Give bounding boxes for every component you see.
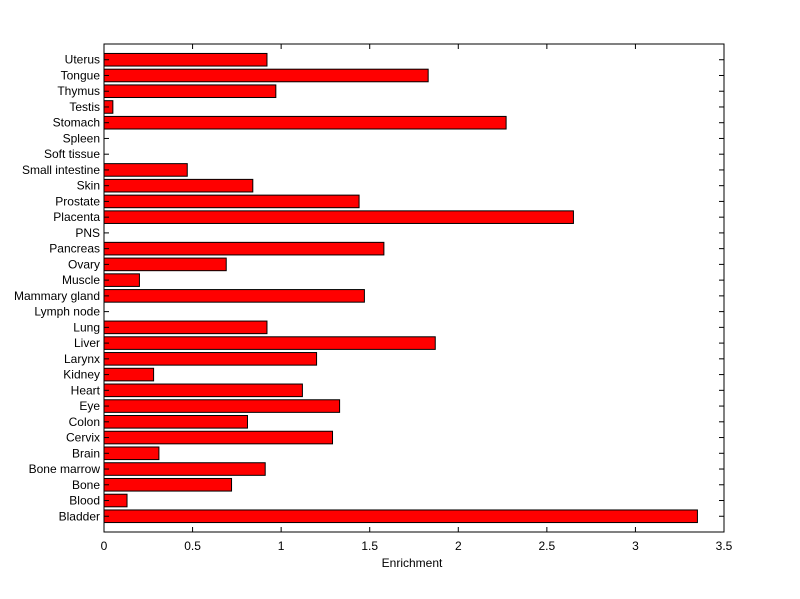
- bar-stomach: [103, 115, 507, 130]
- y-tick-label: Pancreas: [49, 242, 100, 256]
- bar-cervix: [103, 430, 334, 445]
- y-tick-label: Bone: [72, 478, 100, 492]
- plot-area: [103, 43, 725, 533]
- y-tick-label: Placenta: [53, 210, 100, 224]
- y-tick-label: Soft tissue: [44, 147, 100, 161]
- x-tick-label: 3.5: [716, 539, 733, 553]
- x-tick-label: 2.5: [539, 539, 556, 553]
- bar-mammary-gland: [103, 289, 365, 303]
- bar-heart: [103, 383, 303, 398]
- bar-placenta: [103, 210, 574, 224]
- bar-lung: [103, 320, 268, 335]
- bar-bone: [103, 477, 233, 492]
- x-axis: 0 0.5 1 1.5 2 2.5 3 3.5: [101, 44, 733, 553]
- y-tick-label: Small intestine: [22, 163, 100, 177]
- bar-colon: [103, 415, 248, 429]
- y-tick-label: Ovary: [68, 257, 100, 271]
- y-tick-label: Prostate: [55, 194, 100, 208]
- bars-group: [103, 52, 698, 524]
- y-tick-label: Liver: [74, 336, 100, 350]
- bar-brain: [103, 446, 160, 461]
- x-tick-label: 3: [632, 539, 639, 553]
- y-tick-label: Brain: [72, 446, 100, 460]
- y-tick-label: Blood: [69, 494, 100, 508]
- bar-eye: [103, 399, 341, 413]
- y-tick-label: Testis: [69, 100, 100, 114]
- bar-small-intestine: [103, 163, 188, 177]
- x-axis-title: Enrichment: [382, 556, 443, 570]
- y-tick-label: Cervix: [66, 431, 100, 445]
- y-tick-label: Lung: [73, 320, 100, 334]
- bar-bladder: [103, 509, 698, 524]
- bar-bone-marrow: [103, 462, 266, 476]
- bar-larynx: [103, 352, 318, 366]
- bar-thymus: [103, 84, 277, 99]
- y-tick-label: Lymph node: [34, 305, 100, 319]
- y-tick-label: Kidney: [63, 368, 100, 382]
- y-tick-label: Heart: [71, 383, 101, 397]
- y-tick-label: Mammary gland: [14, 289, 100, 303]
- y-tick-label: Spleen: [63, 131, 100, 145]
- y-tick-label: Eye: [79, 399, 100, 413]
- bar-tongue: [103, 68, 429, 83]
- y-tick-label: Colon: [69, 415, 100, 429]
- y-tick-label: Stomach: [53, 116, 100, 130]
- x-tick-label: 1.5: [361, 539, 378, 553]
- bar-kidney: [103, 367, 155, 382]
- bar-skin: [103, 178, 254, 193]
- x-tick-label: 2: [455, 539, 462, 553]
- x-tick-label: 1: [278, 539, 285, 553]
- x-tick-label: 0.5: [184, 539, 201, 553]
- y-tick-label: Thymus: [57, 84, 100, 98]
- bar-liver: [103, 336, 436, 350]
- y-tick-label: Tongue: [61, 68, 101, 82]
- bar-uterus: [103, 52, 268, 67]
- y-tick-label: Muscle: [62, 273, 100, 287]
- y-tick-label: Skin: [77, 179, 100, 193]
- bar-pancreas: [103, 241, 385, 256]
- bar-ovary: [103, 257, 227, 272]
- y-tick-label: Bone marrow: [29, 462, 101, 476]
- bar-muscle: [103, 273, 140, 287]
- x-tick-label: 0: [101, 539, 108, 553]
- y-tick-label: PNS: [75, 226, 100, 240]
- y-tick-label: Bladder: [59, 509, 100, 523]
- y-tick-label: Uterus: [65, 53, 100, 67]
- bar-prostate: [103, 194, 360, 209]
- y-tick-label: Larynx: [64, 352, 100, 366]
